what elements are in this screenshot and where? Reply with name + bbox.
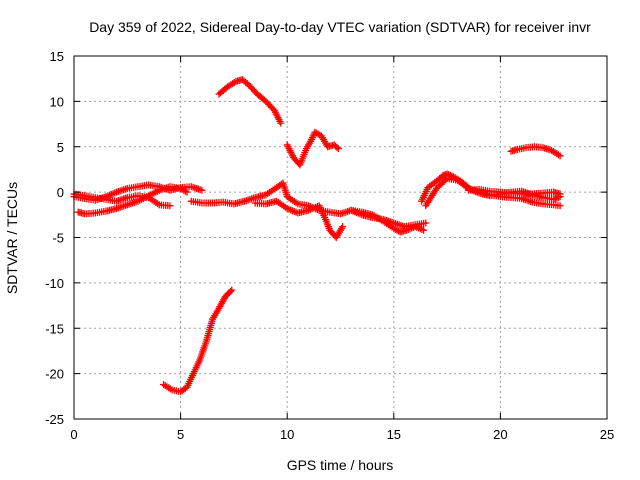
series-arc-9 — [464, 185, 564, 198]
x-tick-label: 5 — [177, 427, 184, 442]
series-arc-6 — [347, 206, 428, 236]
y-tick-label: -5 — [52, 231, 64, 246]
y-tick-label: 10 — [50, 94, 64, 109]
chart-title: Day 359 of 2022, Sidereal Day-to-day VTE… — [89, 19, 591, 35]
data-point — [198, 186, 206, 194]
series-arc-11 — [283, 128, 342, 169]
series-arc-10 — [215, 76, 285, 127]
x-tick-label: 20 — [493, 427, 507, 442]
data-point — [226, 287, 234, 295]
data-point — [333, 143, 341, 151]
series-arc-4 — [187, 179, 430, 231]
series-arc-12 — [507, 143, 564, 160]
data-points — [70, 76, 564, 396]
y-tick-label: -10 — [45, 276, 64, 291]
data-point — [277, 119, 285, 127]
axis-ticks: 0 5 10 15 20 25 -25 -20 -15 -10 -5 0 5 10 15 — [45, 49, 614, 442]
data-point — [166, 202, 174, 210]
data-point — [556, 152, 564, 160]
data-point — [446, 171, 454, 179]
y-tick-label: 15 — [50, 49, 64, 64]
series-arc-5 — [251, 197, 347, 241]
data-point — [551, 195, 559, 203]
data-point — [334, 145, 342, 153]
data-point — [228, 286, 236, 294]
series-arc-3 — [74, 183, 191, 218]
data-point — [556, 190, 564, 198]
data-point — [183, 188, 191, 196]
data-point — [339, 223, 347, 231]
x-axis-label: GPS time / hours — [287, 457, 394, 473]
x-tick-label: 0 — [70, 427, 77, 442]
y-tick-label: -25 — [45, 412, 64, 427]
y-tick-label: -15 — [45, 321, 64, 336]
data-point — [181, 187, 189, 195]
y-tick-label: 0 — [57, 185, 64, 200]
y-tick-label: -20 — [45, 367, 64, 382]
data-point — [422, 219, 430, 227]
x-tick-label: 25 — [600, 427, 614, 442]
data-point — [442, 176, 450, 184]
y-tick-label: 5 — [57, 140, 64, 155]
x-tick-label: 10 — [280, 427, 294, 442]
y-axis-label: SDTVAR / TECUs — [4, 182, 20, 294]
data-point — [556, 202, 564, 210]
series-arc-13 — [160, 286, 236, 396]
series-arc-8 — [422, 175, 564, 210]
x-tick-label: 15 — [387, 427, 401, 442]
data-point — [420, 226, 428, 234]
grid-lines — [74, 56, 607, 419]
